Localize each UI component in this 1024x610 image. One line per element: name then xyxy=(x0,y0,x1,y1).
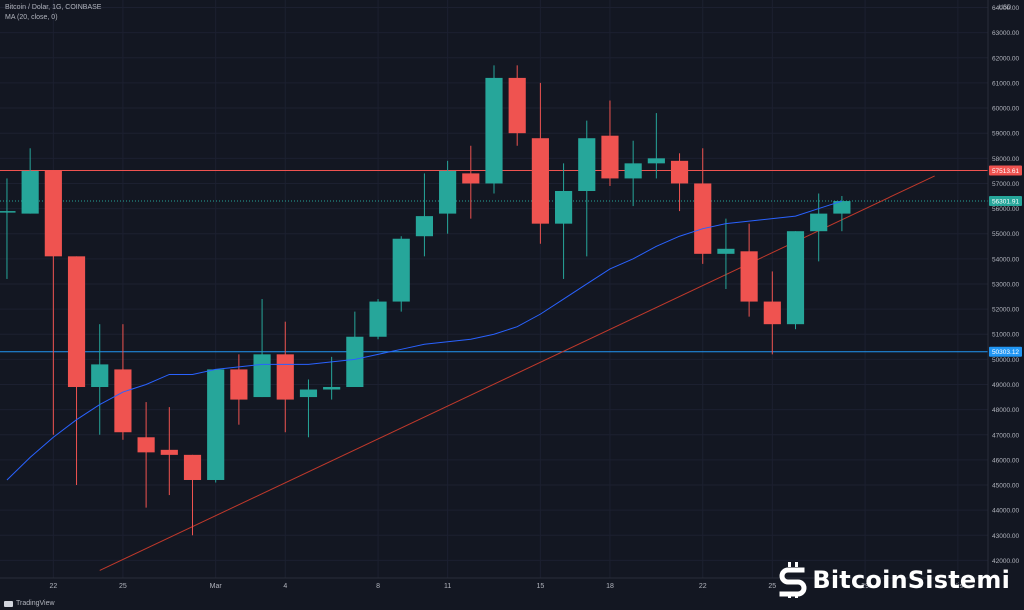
price-tick-label: 47000.00 xyxy=(992,432,1019,439)
candle-up xyxy=(0,211,16,213)
price-tick-label: 43000.00 xyxy=(992,533,1019,540)
tradingview-brand[interactable]: TradingView xyxy=(4,600,55,607)
trendline xyxy=(99,175,935,571)
candle-down xyxy=(670,160,689,184)
support-badge xyxy=(989,346,1022,357)
candle-down xyxy=(601,135,619,179)
candle-up xyxy=(369,301,387,337)
price-tick-label: 60000.00 xyxy=(992,106,1019,113)
candle-down xyxy=(276,354,294,400)
candle-down xyxy=(183,454,202,480)
time-tick-label: 11 xyxy=(444,583,451,590)
time-tick-label: Mar xyxy=(210,583,223,590)
bitcoin-s-logo-icon xyxy=(779,562,807,598)
candle-up xyxy=(207,369,225,480)
price-tick-label: 52000.00 xyxy=(992,307,1019,314)
candle-up xyxy=(485,77,503,184)
candle-down xyxy=(160,449,178,455)
time-tick-label: 25 xyxy=(119,583,127,590)
watermark: BitcoinSistemi xyxy=(778,562,1010,598)
candle-up xyxy=(833,201,851,214)
price-tick-label: 63000.00 xyxy=(992,30,1019,37)
candle-down xyxy=(763,301,781,325)
price-tick-label: 57000.00 xyxy=(992,181,1019,188)
price-tick-label: 54000.00 xyxy=(992,256,1019,263)
tradingview-label: TradingView xyxy=(16,600,55,607)
candle-down xyxy=(740,251,758,302)
time-tick-label: 4 xyxy=(283,583,287,590)
symbol-title[interactable]: Bitcoin / Dolar, 1G, COINBASE xyxy=(5,4,102,11)
candle-up xyxy=(299,389,318,398)
candle-down xyxy=(462,173,480,184)
price-tick-label: 44000.00 xyxy=(992,508,1019,515)
candle-up xyxy=(717,248,735,254)
time-axis[interactable]: 22 25 Mar 4 8 11 15 18 22 25 29 Nis xyxy=(0,577,988,590)
price-axis[interactable]: USD 42000.00 43000.00 44000.00 45000.00 46000… xyxy=(987,0,1019,578)
ma-20-line xyxy=(6,200,843,481)
candles-layer xyxy=(0,65,851,536)
resistance-label: 57513.61 xyxy=(992,168,1019,175)
candle-down xyxy=(114,369,132,433)
price-tick-label: 49000.00 xyxy=(992,382,1019,389)
time-tick-label: 15 xyxy=(536,583,544,590)
resistance-badge xyxy=(989,165,1022,176)
candle-down xyxy=(230,369,248,400)
price-tick-label: 64000.00 xyxy=(992,5,1019,12)
price-tick-label: 42000.00 xyxy=(992,558,1019,565)
price-tick-label: 56000.00 xyxy=(992,206,1019,213)
candle-up xyxy=(346,336,364,388)
candle-up xyxy=(554,190,573,224)
candle-up xyxy=(810,213,828,232)
candle-down xyxy=(694,183,712,254)
price-tick-label: 58000.00 xyxy=(992,156,1019,163)
currency-label: USD xyxy=(999,5,1012,11)
trendline-layer xyxy=(99,175,935,571)
price-tick-label: 50000.00 xyxy=(992,357,1019,364)
price-tick-label: 53000.00 xyxy=(992,281,1019,288)
candle-up xyxy=(415,216,434,237)
candle-up xyxy=(91,364,109,388)
candle-up xyxy=(21,170,39,214)
current-price-badge xyxy=(989,195,1022,206)
candle-down xyxy=(531,138,549,224)
candle-up xyxy=(578,138,596,191)
candle-up xyxy=(786,231,805,325)
watermark-text: BitcoinSistemi xyxy=(812,566,1010,594)
price-tick-label: 61000.00 xyxy=(992,80,1019,87)
current-price-label: 56301.91 xyxy=(992,198,1019,205)
indicator-legend[interactable]: MA (20, close, 0) xyxy=(5,14,58,21)
price-tick-label: 48000.00 xyxy=(992,407,1019,414)
price-tick-label: 55000.00 xyxy=(992,231,1019,238)
price-labels: 57513.61 56301.91 50303.12 xyxy=(989,165,1022,357)
price-tick-label: 59000.00 xyxy=(992,131,1019,138)
time-tick-label: 29 xyxy=(861,583,869,590)
support-label: 50303.12 xyxy=(992,349,1019,356)
price-tick-label: 62000.00 xyxy=(992,55,1019,62)
candle-up xyxy=(647,158,665,164)
candle-up xyxy=(392,238,410,302)
candle-down xyxy=(137,437,155,453)
moving-average-layer xyxy=(6,200,843,481)
candle-up xyxy=(323,387,341,390)
price-tick-label: 51000.00 xyxy=(992,332,1019,339)
time-tick-label: 25 xyxy=(768,583,776,590)
time-tick-label: 8 xyxy=(376,583,380,590)
time-tick-label: 22 xyxy=(699,583,707,590)
candle-up xyxy=(624,163,642,179)
time-tick-label: 18 xyxy=(606,583,614,590)
candle-up xyxy=(253,354,271,398)
candle-up xyxy=(439,170,457,214)
candle-down xyxy=(508,77,526,134)
price-tick-label: 45000.00 xyxy=(992,483,1019,490)
price-tick-label: 46000.00 xyxy=(992,457,1019,464)
price-levels xyxy=(0,170,988,353)
candle-down xyxy=(44,170,62,257)
candle-down xyxy=(67,256,86,388)
time-tick-label: 22 xyxy=(49,583,57,590)
tradingview-logo-icon xyxy=(4,600,13,607)
time-tick-label: Nis xyxy=(953,583,964,590)
